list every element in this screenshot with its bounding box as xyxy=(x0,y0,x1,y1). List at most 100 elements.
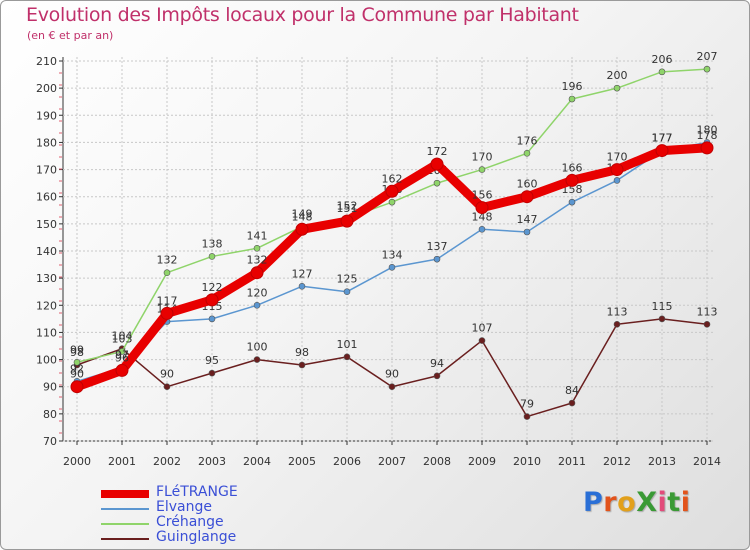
data-label-fltrange: 122 xyxy=(202,281,223,294)
logo-letter: r xyxy=(603,487,618,518)
data-point-elvange xyxy=(568,198,576,206)
data-point-guinglange xyxy=(568,399,576,407)
data-label-guinglange: 100 xyxy=(247,341,268,354)
data-label-crhange: 206 xyxy=(652,53,673,66)
data-label-crhange: 200 xyxy=(607,69,628,82)
data-label-guinglange: 79 xyxy=(520,398,534,411)
data-label-crhange: 99 xyxy=(70,343,84,356)
chart-title: Evolution des Impôts locaux pour la Comm… xyxy=(26,4,579,26)
data-point-fltrange xyxy=(295,222,309,236)
data-point-fltrange xyxy=(610,163,624,177)
logo-letter: o xyxy=(617,487,637,518)
data-point-guinglange xyxy=(388,383,396,391)
x-tick-label: 2003 xyxy=(198,455,226,468)
proxiti-logo: ProXiti xyxy=(583,487,690,518)
data-point-elvange xyxy=(478,225,486,233)
data-point-elvange xyxy=(433,255,441,263)
data-label-guinglange: 104 xyxy=(112,330,133,343)
y-tick-label: 150 xyxy=(36,218,57,231)
data-point-fltrange xyxy=(565,173,579,187)
data-point-fltrange xyxy=(160,306,174,320)
data-label-crhange: 152 xyxy=(337,199,358,212)
data-point-fltrange xyxy=(115,363,129,377)
data-point-crhange xyxy=(703,65,711,73)
legend-swatch-fletrange xyxy=(101,490,149,498)
data-label-fltrange: 90 xyxy=(70,368,84,381)
data-label-guinglange: 84 xyxy=(565,384,579,397)
data-label-elvange: 137 xyxy=(427,240,448,253)
data-point-fltrange xyxy=(655,144,669,158)
data-point-elvange xyxy=(253,301,261,309)
x-tick-label: 2013 xyxy=(648,455,676,468)
y-tick-label: 190 xyxy=(36,109,57,122)
y-tick-label: 160 xyxy=(36,191,57,204)
data-point-guinglange xyxy=(163,383,171,391)
y-tick-label: 180 xyxy=(36,136,57,149)
y-tick-label: 80 xyxy=(43,408,57,421)
legend-label-fletrange: FLéTRANGE xyxy=(156,484,238,500)
data-point-elvange xyxy=(523,228,531,236)
x-tick-label: 2010 xyxy=(513,455,541,468)
data-point-crhange xyxy=(208,253,216,260)
data-point-crhange xyxy=(388,198,396,206)
x-tick-label: 2006 xyxy=(333,455,361,468)
data-point-fltrange xyxy=(250,266,264,280)
logo-letter: P xyxy=(583,487,604,518)
legend-swatch-elvange xyxy=(101,508,149,510)
data-label-elvange: 97 xyxy=(115,349,129,362)
data-label-crhange: 103 xyxy=(112,332,133,345)
data-label-fltrange: 151 xyxy=(337,202,358,215)
legend-label-guinglange: Guinglange xyxy=(156,529,237,545)
data-point-guinglange xyxy=(613,320,621,328)
x-tick-label: 2012 xyxy=(603,455,631,468)
data-point-guinglange xyxy=(703,320,711,328)
x-tick-label: 2014 xyxy=(693,455,721,468)
data-label-crhange: 170 xyxy=(472,151,493,164)
data-label-elvange: 134 xyxy=(382,248,403,261)
data-point-fltrange xyxy=(700,141,714,155)
y-tick-label: 70 xyxy=(43,435,57,448)
data-label-fltrange: 166 xyxy=(562,161,583,174)
data-point-guinglange xyxy=(433,372,441,380)
x-tick-label: 2005 xyxy=(288,455,316,468)
data-label-elvange: 147 xyxy=(517,213,538,226)
x-tick-label: 2002 xyxy=(153,455,181,468)
data-point-guinglange xyxy=(343,353,351,361)
data-label-fltrange: 148 xyxy=(292,210,313,223)
y-tick-label: 120 xyxy=(36,299,57,312)
legend-label-crehange: Créhange xyxy=(156,514,224,530)
data-point-crhange xyxy=(253,244,261,252)
data-label-crhange: 176 xyxy=(517,134,538,147)
data-point-fltrange xyxy=(340,214,354,228)
data-point-fltrange xyxy=(70,380,84,394)
data-label-guinglange: 98 xyxy=(295,346,309,359)
data-label-guinglange: 101 xyxy=(337,338,358,351)
logo-letter: i xyxy=(657,487,668,518)
data-label-fltrange: 172 xyxy=(427,145,448,158)
x-tick-label: 2008 xyxy=(423,455,451,468)
data-point-crhange xyxy=(478,166,486,173)
data-label-elvange: 148 xyxy=(472,210,493,223)
data-point-fltrange xyxy=(385,184,399,198)
y-tick-label: 110 xyxy=(36,326,57,339)
data-label-fltrange: 177 xyxy=(652,132,673,145)
x-tick-label: 2011 xyxy=(558,455,586,468)
data-point-guinglange xyxy=(298,361,306,369)
logo-letter: t xyxy=(667,487,681,518)
data-label-fltrange: 170 xyxy=(607,151,628,164)
data-label-guinglange: 113 xyxy=(607,305,628,318)
data-label-guinglange: 107 xyxy=(472,322,493,335)
data-label-guinglange: 90 xyxy=(160,368,174,381)
data-point-elvange xyxy=(298,282,306,290)
x-tick-label: 2004 xyxy=(243,455,271,468)
x-tick-label: 2001 xyxy=(108,455,136,468)
data-label-guinglange: 95 xyxy=(205,354,219,367)
data-label-crhange: 149 xyxy=(292,208,313,221)
data-point-elvange xyxy=(343,288,351,296)
data-label-elvange: 177 xyxy=(652,132,673,145)
data-label-crhange: 132 xyxy=(157,254,178,267)
data-label-elvange: 180 xyxy=(697,123,718,136)
data-label-guinglange: 90 xyxy=(385,368,399,381)
